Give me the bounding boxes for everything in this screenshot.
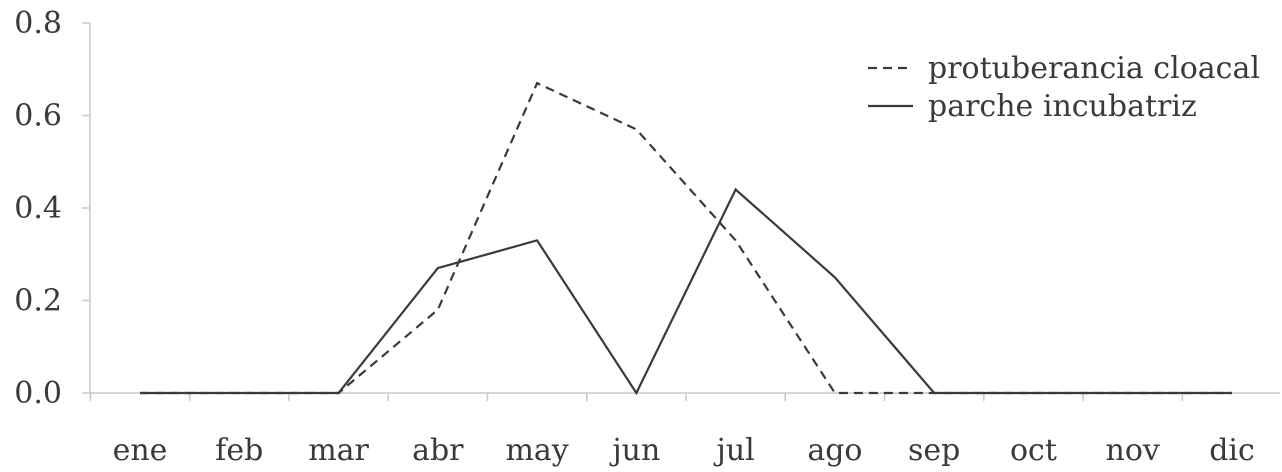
y-tick-label: 0.8 xyxy=(14,6,62,41)
x-tick-label-nov: nov xyxy=(1106,433,1160,468)
x-tick-label-jul: jul xyxy=(714,433,755,468)
x-tick-label-abr: abr xyxy=(412,433,464,468)
series-group xyxy=(140,81,1232,396)
y-tick-label: 0.2 xyxy=(14,284,62,319)
x-tick-label-ago: ago xyxy=(807,433,862,468)
x-tick-label-sep: sep xyxy=(908,433,960,468)
x-axis-ticks: ene feb mar abr may jun jul ago sep oct nov dic xyxy=(89,393,1255,468)
x-tick-label-dic: dic xyxy=(1209,433,1255,468)
y-tick-label: 0.4 xyxy=(14,191,62,226)
y-axis-ticks: 0.0 0.2 0.4 0.6 0.8 xyxy=(14,6,90,411)
x-tick-label-feb: feb xyxy=(215,433,263,468)
x-tick-label-oct: oct xyxy=(1010,433,1057,468)
series-line-protuberancia-cloacal xyxy=(140,81,1232,395)
x-tick-label-ene: ene xyxy=(113,433,168,468)
x-tick-label-jun: jun xyxy=(609,433,660,468)
legend-label: protuberancia cloacal xyxy=(928,51,1260,86)
legend-label: parche incubatriz xyxy=(928,89,1197,124)
y-tick-label: 0.0 xyxy=(14,376,62,411)
series-line-parche-incubatriz xyxy=(140,187,1232,396)
y-tick-label: 0.6 xyxy=(14,99,62,134)
x-tick-label-mar: mar xyxy=(308,433,369,468)
x-tick-label-may: may xyxy=(505,433,568,468)
